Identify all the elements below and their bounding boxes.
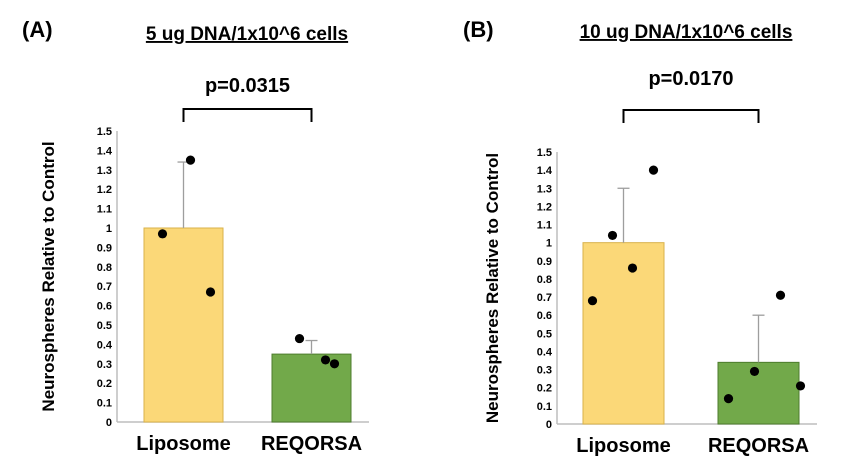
y-tick-label: 0	[546, 419, 552, 431]
y-tick-label: 0.5	[537, 328, 552, 340]
y-axis-label: Neurospheres Relative to Control	[39, 141, 58, 411]
data-point	[320, 355, 331, 365]
y-tick-label: 1.2	[97, 184, 112, 196]
data-point	[627, 263, 638, 273]
data-point	[329, 359, 340, 369]
y-tick-label: 0.7	[537, 292, 552, 304]
data-point	[723, 394, 734, 404]
y-tick-label: 0.6	[537, 310, 552, 322]
y-tick-label: 0.7	[97, 281, 112, 293]
y-tick-label: 0.5	[97, 320, 112, 332]
data-point	[749, 366, 760, 377]
x-tick-label: REQORSA	[261, 433, 362, 455]
data-point	[157, 229, 168, 239]
data-point	[587, 296, 598, 306]
y-tick-label: 0.8	[537, 274, 552, 286]
y-tick-label: 0.9	[537, 256, 552, 268]
p-value-annotation: p=0.0315	[205, 75, 290, 97]
y-axis-label: Neurospheres Relative to Control	[483, 153, 502, 423]
x-tick-label: REQORSA	[708, 435, 809, 457]
significance-bracket	[622, 109, 760, 123]
y-tick-label: 0.2	[537, 383, 552, 395]
bar-reqorsa	[271, 353, 352, 423]
bar-liposome	[582, 242, 665, 425]
y-tick-label: 0.4	[97, 339, 113, 351]
data-point	[294, 333, 305, 344]
y-tick-label: 0.2	[97, 378, 112, 390]
significance-bracket	[182, 108, 313, 122]
data-point	[795, 381, 806, 391]
y-tick-label: 0.1	[537, 401, 552, 413]
y-tick-label: 1.3	[537, 183, 552, 195]
y-tick-label: 1.5	[537, 147, 552, 159]
y-tick-label: 0.3	[537, 365, 552, 377]
y-tick-label: 0.8	[97, 262, 112, 274]
y-tick-label: 0.4	[537, 346, 553, 358]
data-point	[205, 287, 216, 297]
y-tick-label: 1.4	[537, 165, 553, 177]
chart-panel-b: (B) 10 ug DNA/1x10^6 cells Neurospheres Re…	[463, 17, 817, 457]
x-tick-label: Liposome	[576, 435, 670, 457]
y-tick-label: 0.6	[97, 301, 112, 313]
y-tick-label: 1	[546, 238, 552, 250]
data-point	[648, 165, 659, 175]
y-tick-label: 1.1	[537, 220, 552, 232]
bar-liposome	[143, 227, 224, 423]
y-tick-label: 0	[106, 417, 112, 429]
y-tick-label: 1.2	[537, 201, 552, 213]
p-value-annotation: p=0.0170	[648, 68, 733, 90]
y-tick-label: 1	[106, 223, 112, 235]
x-tick-label: Liposome	[136, 433, 230, 455]
chart-title: 5 ug DNA/1x10^6 cells	[146, 24, 348, 45]
y-tick-label: 0.1	[97, 398, 112, 410]
y-tick-label: 1.1	[97, 204, 112, 216]
data-point	[775, 290, 786, 300]
panel-label: (A)	[22, 17, 53, 42]
data-point	[185, 155, 196, 165]
panel-label: (B)	[463, 17, 494, 42]
chart-title: 10 ug DNA/1x10^6 cells	[580, 22, 793, 43]
chart-panel-a: (A) 5 ug DNA/1x10^6 cells Neurospheres Rel…	[22, 17, 369, 455]
y-tick-label: 0.9	[97, 242, 112, 254]
y-tick-label: 1.5	[97, 126, 112, 138]
y-tick-label: 1.4	[97, 145, 113, 157]
y-tick-label: 1.3	[97, 165, 112, 177]
y-tick-label: 0.3	[97, 359, 112, 371]
data-point	[607, 230, 618, 241]
